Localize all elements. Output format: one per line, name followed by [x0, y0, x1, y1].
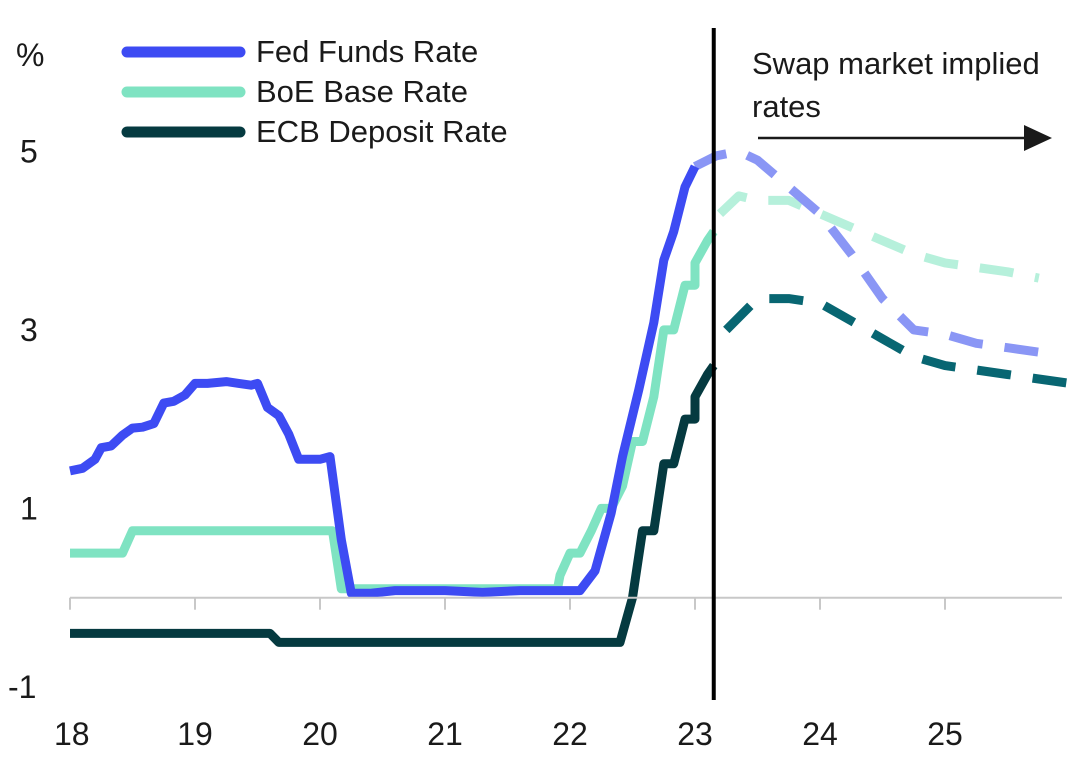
- x-tick-label: 20: [302, 716, 338, 752]
- y-axis-unit-label: %: [16, 37, 44, 73]
- series-lines: [69, 146, 1071, 647]
- x-tick-label: 19: [177, 716, 213, 752]
- legend-label-fed: Fed Funds Rate: [256, 34, 478, 69]
- y-tick-label: 1: [20, 490, 38, 526]
- forecast-annotation: Swap market implied rates: [752, 46, 1052, 151]
- annotation-line-2: rates: [752, 89, 821, 124]
- y-tick-label: 3: [20, 312, 38, 348]
- y-tick-label: -1: [8, 669, 36, 705]
- legend-item-fed: Fed Funds Rate: [121, 34, 478, 69]
- x-tick-label: 18: [54, 716, 90, 752]
- legend-label-ecb: ECB Deposit Rate: [256, 114, 508, 149]
- x-tick-label: 23: [677, 716, 713, 752]
- x-tick-label: 24: [802, 716, 838, 752]
- series-ecb-forecast-line: [723, 294, 1071, 388]
- x-tick-label: 25: [927, 716, 963, 752]
- y-tick-label: 5: [20, 133, 38, 169]
- annotation-line-1: Swap market implied: [752, 46, 1040, 81]
- x-tick-label: 21: [427, 716, 463, 752]
- legend-item-boe: BoE Base Rate: [121, 74, 468, 109]
- x-ticks: 18 19 20 21 22 23 24 25: [54, 597, 963, 752]
- legend: Fed Funds Rate BoE Base Rate ECB Deposit…: [121, 34, 508, 149]
- legend-label-boe: BoE Base Rate: [256, 74, 468, 109]
- series-fed-forecast-line: [692, 146, 1040, 357]
- y-ticks: -1 1 3 5: [8, 133, 38, 705]
- annotation-arrowhead-icon: [1024, 125, 1052, 151]
- series-boe-forecast-line: [716, 191, 1040, 283]
- series-boe-actual-line: [70, 229, 718, 594]
- series-fed-actual-line: [69, 164, 700, 598]
- x-tick-label: 22: [552, 716, 588, 752]
- legend-item-ecb: ECB Deposit Rate: [121, 114, 508, 149]
